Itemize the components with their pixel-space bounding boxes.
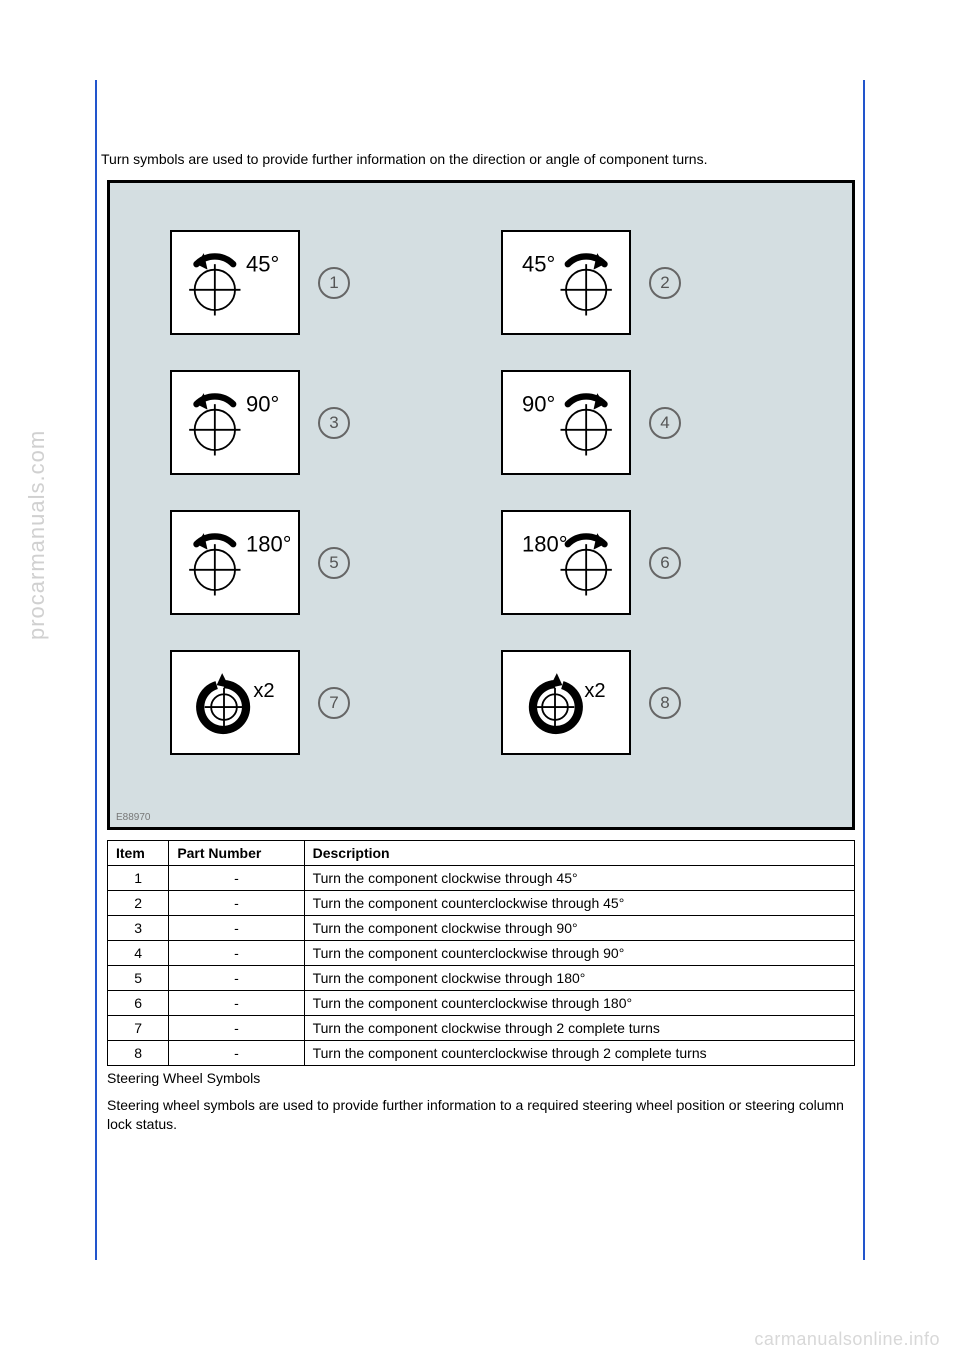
table-row: 4-Turn the component counterclockwise th…: [108, 940, 855, 965]
cell-description: Turn the component clockwise through 90°: [304, 915, 854, 940]
cell-description: Turn the component clockwise through 2 c…: [304, 1015, 854, 1040]
symbol-box: 45°: [170, 230, 300, 335]
cell-description: Turn the component clockwise through 45°: [304, 865, 854, 890]
watermark-side: procarmanuals.com: [24, 430, 50, 640]
table-header-partnumber: Part Number: [169, 840, 304, 865]
cell-item: 3: [108, 915, 169, 940]
cell-item: 1: [108, 865, 169, 890]
diagram-cell: 90° 4: [501, 363, 792, 483]
circle-label: 1: [318, 267, 350, 299]
section-text: Steering wheel symbols are used to provi…: [99, 1088, 861, 1135]
cell-item: 2: [108, 890, 169, 915]
table-row: 7-Turn the component clockwise through 2…: [108, 1015, 855, 1040]
circle-label: 8: [649, 687, 681, 719]
table-header-item: Item: [108, 840, 169, 865]
svg-text:45°: 45°: [246, 252, 279, 277]
cell-partnumber: -: [169, 965, 304, 990]
cell-item: 8: [108, 1040, 169, 1065]
diagram-box: 45° 1 45° 2 90° 3 90° 4 180° 5 180° 6 x2 7: [107, 180, 855, 830]
diagram-cell: 90° 3: [170, 363, 461, 483]
cell-item: 5: [108, 965, 169, 990]
diagram-cell: 45° 2: [501, 223, 792, 343]
diagram-cell: x2 7: [170, 643, 461, 763]
table-header-row: Item Part Number Description: [108, 840, 855, 865]
circle-label: 3: [318, 407, 350, 439]
circle-label: 4: [649, 407, 681, 439]
diagram-cell: 45° 1: [170, 223, 461, 343]
page-content: Turn symbols are used to provide further…: [97, 80, 863, 1135]
diagram-cell: x2 8: [501, 643, 792, 763]
table-row: 6-Turn the component counterclockwise th…: [108, 990, 855, 1015]
circle-label: 7: [318, 687, 350, 719]
circle-label: 6: [649, 547, 681, 579]
svg-text:x2: x2: [584, 680, 605, 702]
diagram-cell: 180° 6: [501, 503, 792, 623]
table-row: 8-Turn the component counterclockwise th…: [108, 1040, 855, 1065]
svg-text:45°: 45°: [522, 252, 555, 277]
table-row: 5-Turn the component clockwise through 1…: [108, 965, 855, 990]
cell-description: Turn the component counterclockwise thro…: [304, 990, 854, 1015]
diagram-grid: 45° 1 45° 2 90° 3 90° 4 180° 5 180° 6 x2 7: [110, 183, 852, 803]
svg-text:180°: 180°: [246, 532, 290, 557]
symbol-box: 45°: [501, 230, 631, 335]
cell-description: Turn the component clockwise through 180…: [304, 965, 854, 990]
svg-text:180°: 180°: [522, 532, 568, 557]
table-header-description: Description: [304, 840, 854, 865]
svg-text:90°: 90°: [522, 392, 555, 417]
cell-item: 6: [108, 990, 169, 1015]
diagram-reference: E88970: [116, 812, 150, 823]
section-title: Steering Wheel Symbols: [99, 1066, 861, 1088]
symbol-box: 180°: [501, 510, 631, 615]
cell-description: Turn the component counterclockwise thro…: [304, 940, 854, 965]
symbol-box: x2: [170, 650, 300, 755]
cell-partnumber: -: [169, 865, 304, 890]
cell-description: Turn the component counterclockwise thro…: [304, 890, 854, 915]
table-row: 3-Turn the component clockwise through 9…: [108, 915, 855, 940]
symbol-box: x2: [501, 650, 631, 755]
page-frame: Turn symbols are used to provide further…: [95, 80, 865, 1260]
symbol-box: 90°: [170, 370, 300, 475]
cell-partnumber: -: [169, 940, 304, 965]
cell-partnumber: -: [169, 890, 304, 915]
svg-text:90°: 90°: [246, 392, 279, 417]
table-row: 2-Turn the component counterclockwise th…: [108, 890, 855, 915]
cell-partnumber: -: [169, 915, 304, 940]
diagram-cell: 180° 5: [170, 503, 461, 623]
watermark-bottom: carmanualsonline.info: [754, 1329, 940, 1350]
cell-partnumber: -: [169, 990, 304, 1015]
cell-partnumber: -: [169, 1040, 304, 1065]
svg-text:x2: x2: [253, 680, 274, 702]
cell-item: 7: [108, 1015, 169, 1040]
cell-item: 4: [108, 940, 169, 965]
table-row: 1-Turn the component clockwise through 4…: [108, 865, 855, 890]
cell-partnumber: -: [169, 1015, 304, 1040]
intro-text: Turn symbols are used to provide further…: [99, 150, 861, 180]
circle-label: 5: [318, 547, 350, 579]
cell-description: Turn the component counterclockwise thro…: [304, 1040, 854, 1065]
symbol-box: 180°: [170, 510, 300, 615]
circle-label: 2: [649, 267, 681, 299]
symbol-box: 90°: [501, 370, 631, 475]
parts-table: Item Part Number Description 1-Turn the …: [107, 840, 855, 1066]
